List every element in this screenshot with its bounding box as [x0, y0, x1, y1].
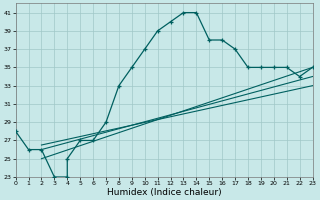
X-axis label: Humidex (Indice chaleur): Humidex (Indice chaleur) [107, 188, 221, 197]
